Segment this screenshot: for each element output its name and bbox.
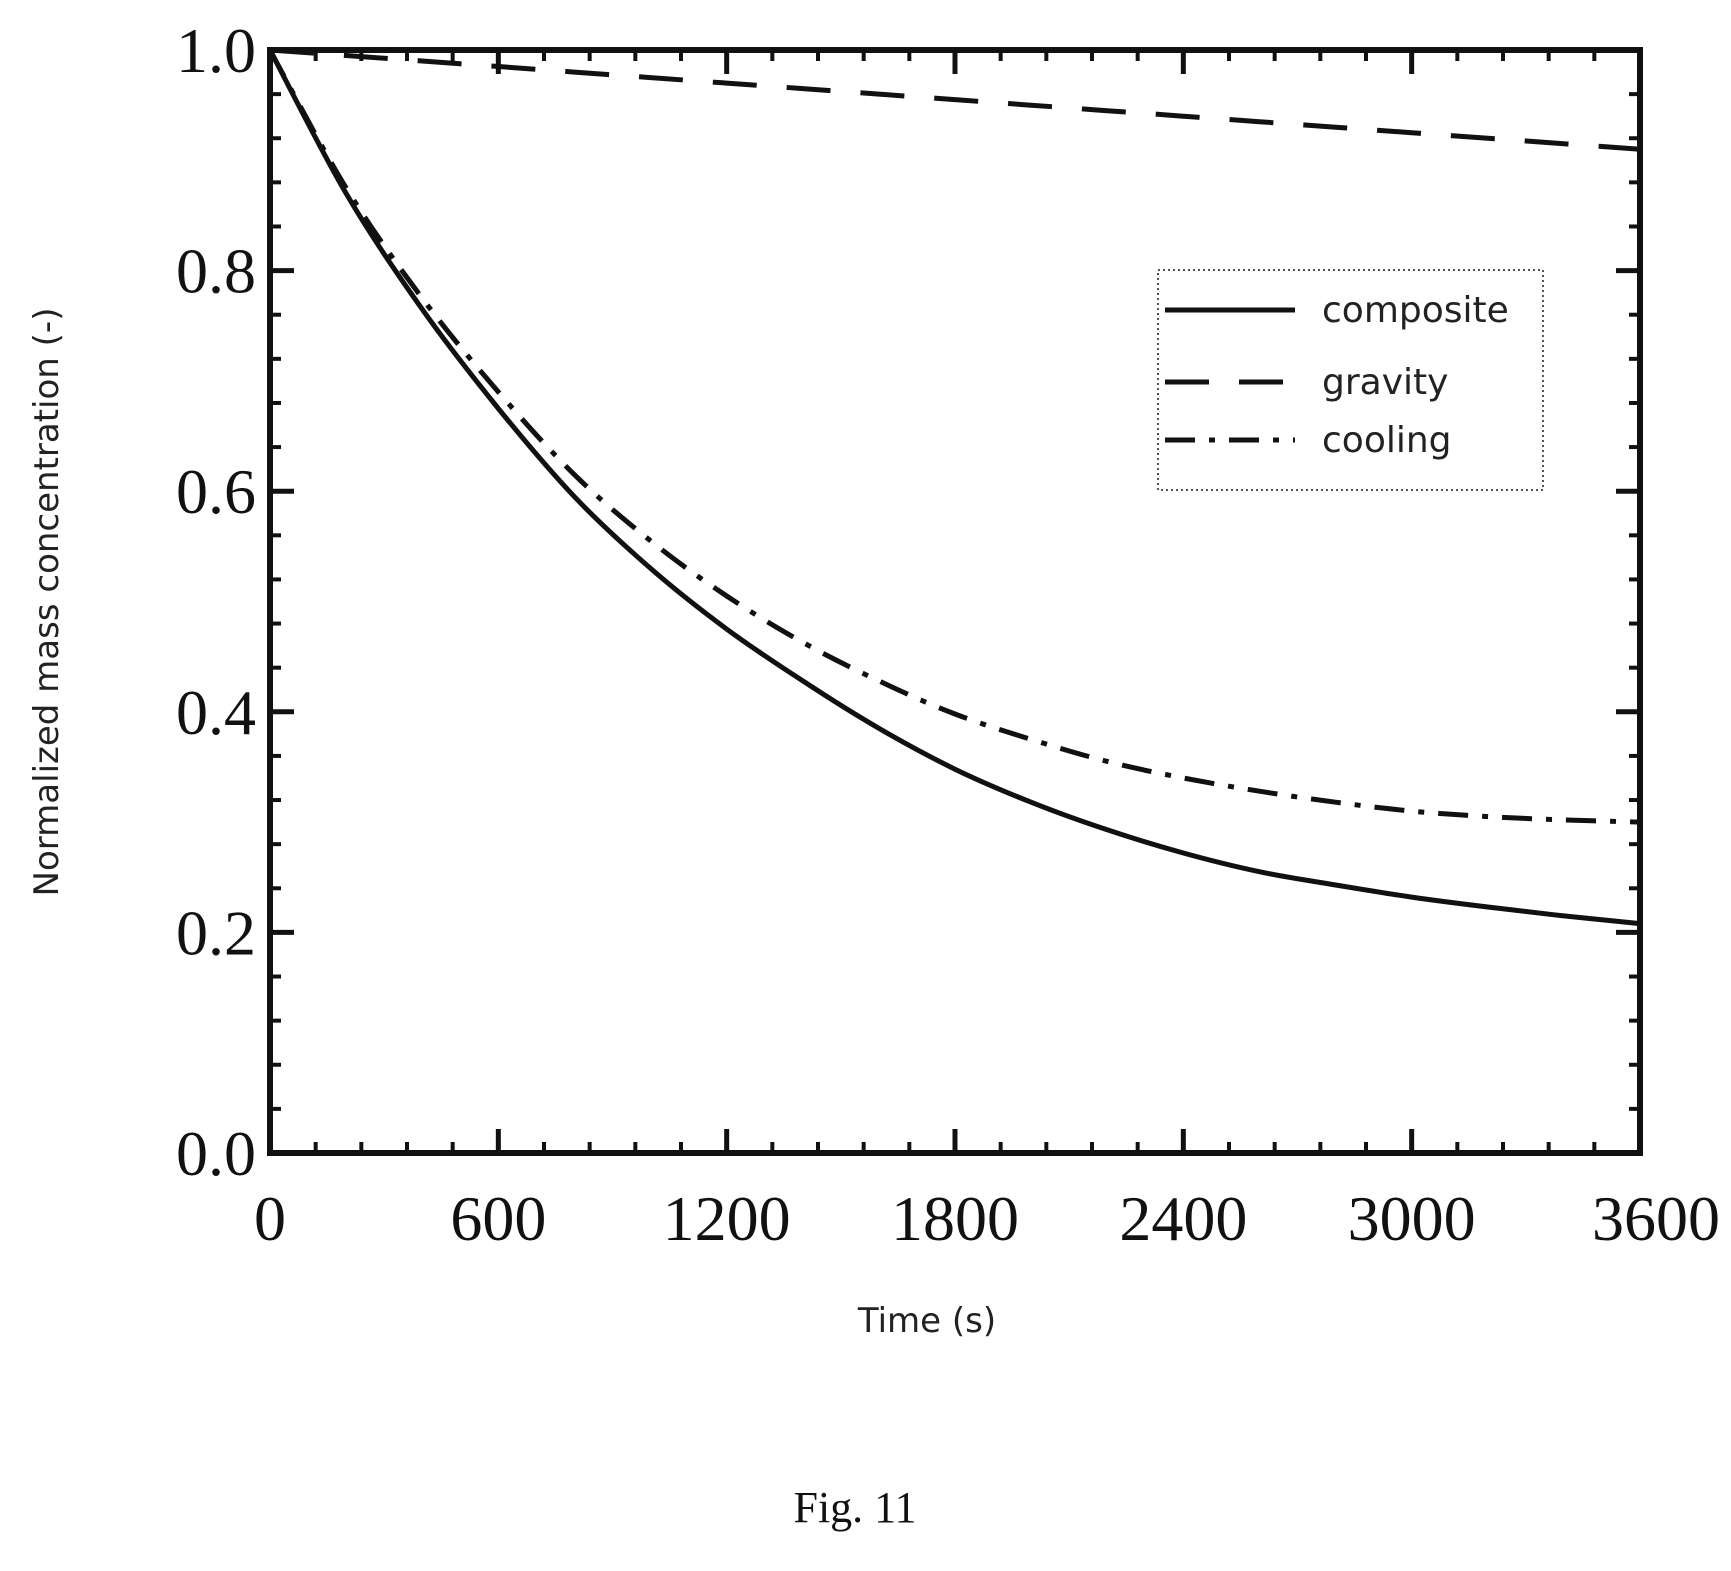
- legend-label-cooling: cooling: [1322, 420, 1452, 461]
- x-tick-label: 3600: [1592, 1183, 1720, 1254]
- series-line-cooling: [267, 48, 1641, 825]
- legend-label-gravity: gravity: [1322, 362, 1448, 403]
- x-axis-title: Time (s): [857, 1301, 996, 1341]
- y-tick-label: 1.0: [176, 15, 256, 86]
- series-lines: [267, 47, 1641, 927]
- x-tick-label: 1800: [891, 1183, 1019, 1254]
- y-tick-label: 0.2: [176, 897, 256, 968]
- legend-label-composite: composite: [1322, 290, 1509, 331]
- legend: composite gravity cooling: [1157, 269, 1544, 491]
- y-tick-label: 0.8: [176, 236, 256, 307]
- x-tick-label: 1200: [663, 1183, 791, 1254]
- series-line-composite: [267, 48, 1641, 927]
- y-tick-label: 0.6: [176, 456, 256, 527]
- x-axis-ticks: [267, 50, 1643, 1153]
- x-tick-label: 2400: [1119, 1183, 1247, 1254]
- plot-frame: [267, 47, 1643, 1156]
- x-axis-tick-labels: 0 600 1200 1800 2400 3000 3600: [254, 1183, 1720, 1254]
- y-axis-tick-labels: 0.0 0.2 0.4 0.6 0.8 1.0: [176, 15, 256, 1189]
- y-axis-ticks: [270, 47, 1640, 1156]
- series-line-gravity: [269, 47, 1641, 152]
- figure-caption: Fig. 11: [793, 1483, 916, 1532]
- x-tick-label: 0: [254, 1183, 286, 1254]
- legend-box: [1157, 269, 1544, 491]
- y-tick-label: 0.0: [176, 1118, 256, 1189]
- y-tick-label: 0.4: [176, 677, 256, 748]
- x-tick-label: 600: [450, 1183, 546, 1254]
- x-tick-label: 3000: [1348, 1183, 1476, 1254]
- y-axis-title: Normalized mass concentration (-): [27, 308, 67, 897]
